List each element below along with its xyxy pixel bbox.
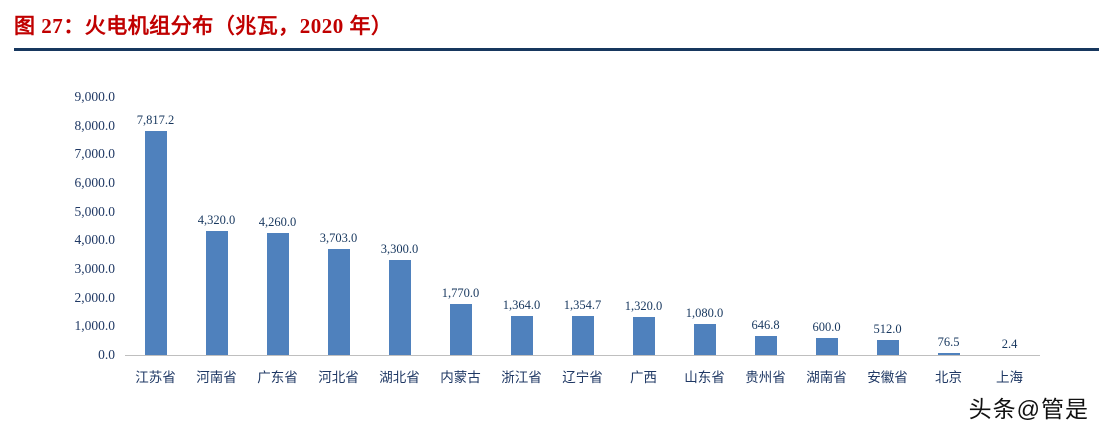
bar-column: 3,300.0 湖北省: [369, 97, 430, 385]
y-axis: 0.0 1,000.0 2,000.0 3,000.0 4,000.0 5,000.0 6,…: [40, 89, 116, 362]
bar: [205, 231, 228, 355]
y-tick-label: 1,000.0: [74, 318, 116, 334]
x-axis-label: 湖南省: [806, 370, 847, 385]
y-tick-label: 5,000.0: [74, 203, 116, 219]
x-axis-label: 内蒙古: [440, 370, 481, 385]
chart-header: 图 27：火电机组分布（兆瓦，2020 年）: [0, 0, 1099, 51]
bar-value-label: 76.5: [937, 334, 960, 349]
x-axis-label: 河北省: [318, 370, 359, 385]
y-tick-label: 3,000.0: [74, 261, 116, 276]
title-underline: [14, 48, 1099, 51]
bar-value-label: 2.4: [1001, 336, 1018, 351]
x-axis-label: 上海: [996, 370, 1023, 385]
bar: [266, 232, 289, 355]
watermark: 头条@管是: [968, 396, 1089, 422]
bar-column: 600.0 湖南省: [796, 97, 857, 385]
bar: [632, 317, 655, 355]
bar-column: 76.5 北京: [918, 97, 979, 385]
y-tick-label: 0.0: [98, 347, 115, 362]
bar: [876, 340, 899, 355]
bar: [449, 304, 472, 355]
x-axis-label: 北京: [935, 370, 962, 385]
x-axis-label: 山东省: [684, 370, 725, 385]
bar-value-label: 7,817.2: [136, 112, 175, 127]
bar: [693, 324, 716, 355]
y-tick-label: 9,000.0: [74, 89, 116, 104]
bar-value-label: 1,770.0: [441, 286, 480, 301]
y-tick-label: 6,000.0: [74, 175, 116, 190]
x-axis-label: 广东省: [257, 370, 298, 385]
y-tick-label: 7,000.0: [74, 146, 116, 162]
bar-column: 1,364.0 浙江省: [491, 97, 552, 385]
bar-value-label: 3,300.0: [380, 242, 419, 257]
bar-column: 7,817.2 江苏省: [125, 97, 186, 385]
bar: [510, 315, 533, 355]
bar: [754, 336, 777, 355]
bar-value-label: 600.0: [812, 319, 841, 334]
x-axis-label: 辽宁省: [562, 370, 603, 385]
x-axis-label: 浙江省: [501, 370, 542, 385]
bar-column: 4,260.0 广东省: [247, 97, 308, 385]
plot-area: 7,817.2 江苏省 4,320.0 河南省 4,260.0 广东省 3,703.0 河北省…: [125, 97, 1040, 385]
bar-column: 3,703.0 河北省: [308, 97, 369, 385]
bar-column: 1,354.7 辽宁省: [552, 97, 613, 385]
x-axis-label: 贵州省: [745, 370, 786, 385]
bar-column: 512.0 安徽省: [857, 97, 918, 385]
x-axis-label: 湖北省: [379, 370, 420, 385]
bar-value-label: 4,260.0: [258, 214, 297, 229]
bar-column: 646.8 贵州省: [735, 97, 796, 385]
bar: [571, 316, 594, 355]
bar-chart: 0.0 1,000.0 2,000.0 3,000.0 4,000.0 5,000.0 6,…: [0, 89, 1099, 387]
bar-value-label: 1,320.0: [624, 299, 663, 314]
bar-column: 4,320.0 河南省: [186, 97, 247, 385]
bar: [815, 337, 838, 355]
x-axis-label: 广西: [630, 370, 657, 385]
bar-value-label: 646.8: [751, 318, 780, 333]
x-axis-label: 河南省: [196, 370, 237, 385]
bar-column: 1,770.0 内蒙古: [430, 97, 491, 385]
bar: [327, 248, 350, 355]
x-axis-label: 安徽省: [867, 370, 908, 385]
bar-value-label: 512.0: [873, 322, 902, 337]
bar-value-label: 3,703.0: [319, 230, 358, 245]
bar-value-label: 1,364.0: [502, 297, 541, 312]
bar: [937, 352, 960, 355]
bar-value-label: 1,080.0: [685, 306, 724, 321]
bar-value-label: 1,354.7: [563, 298, 602, 313]
bar-column: 1,080.0 山东省: [674, 97, 735, 385]
bar-column: 1,320.0 广西: [613, 97, 674, 385]
bar-column: 2.4 上海: [979, 97, 1040, 385]
bar: [388, 260, 411, 355]
y-tick-label: 4,000.0: [74, 232, 116, 248]
y-tick-label: 2,000.0: [74, 289, 116, 305]
x-axis-label: 江苏省: [135, 370, 176, 385]
y-tick-label: 8,000.0: [74, 117, 116, 133]
bar-value-label: 4,320.0: [197, 213, 236, 228]
bar: [144, 130, 167, 355]
chart-title: 图 27：火电机组分布（兆瓦，2020 年）: [14, 14, 393, 38]
